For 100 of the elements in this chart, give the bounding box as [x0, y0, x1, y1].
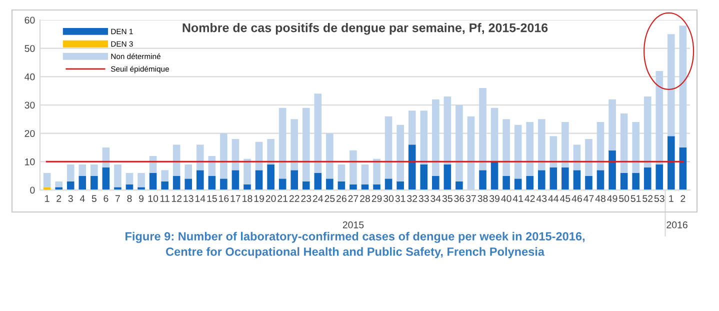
bar [550, 136, 558, 168]
x-tick-label: 22 [289, 195, 300, 202]
y-tick-label: 10 [25, 158, 35, 166]
bar [514, 124, 522, 179]
bar [78, 176, 86, 190]
bar [43, 173, 51, 188]
x-tick-label: 34 [430, 195, 441, 202]
x-tick-label: 26 [336, 195, 346, 202]
x-tick-label: 21 [278, 195, 288, 202]
x-tick-label: 13 [184, 195, 194, 202]
x-tick-label: 10 [148, 195, 158, 202]
x-tick-label: 53 [654, 195, 664, 202]
bar [338, 182, 346, 190]
x-tick-label: 50 [619, 195, 630, 202]
x-tick-label: 19 [254, 195, 264, 202]
bar [220, 178, 228, 190]
bar [396, 182, 404, 190]
bar [290, 170, 298, 190]
bar [255, 170, 263, 190]
x-tick-label: 7 [116, 195, 120, 202]
bar [255, 142, 263, 170]
x-tick-label: 1 [669, 195, 674, 202]
x-tick-label: 49 [607, 195, 618, 202]
x-tick-label: 4 [80, 195, 85, 202]
bar [232, 170, 240, 190]
x-tick-label: 28 [360, 195, 370, 202]
bar [490, 108, 498, 162]
bar [126, 173, 134, 184]
x-tick-label: 38 [478, 195, 488, 202]
bar [538, 170, 546, 190]
bar [620, 114, 628, 173]
bar [479, 170, 486, 190]
bar [161, 170, 168, 182]
x-tick-label: 17 [230, 195, 240, 202]
bar [232, 139, 240, 170]
x-tick-label: 11 [160, 195, 170, 202]
caption: Figure 9: Number of laboratory-confirmed cases of dengue per week in 2015-2016, Centre for Occupational Health and Public Safety, French Polynesia [126, 232, 585, 258]
x-tick-label: 44 [548, 195, 559, 202]
bar [161, 182, 168, 190]
bar [456, 105, 463, 182]
bar [573, 144, 581, 170]
bar [244, 184, 251, 190]
y-tick-label: 20 [24, 130, 35, 137]
bar [208, 176, 216, 190]
bar [526, 176, 534, 190]
x-tick-label: 1 [45, 195, 50, 202]
bar [479, 88, 486, 170]
bar [396, 124, 404, 182]
bar [302, 108, 310, 182]
bar [432, 176, 440, 190]
bar [573, 170, 581, 190]
text: 2016 [666, 221, 688, 228]
x-tick-label: 20 [266, 195, 276, 202]
x-tick-label: 9 [139, 195, 144, 202]
bar [314, 94, 322, 173]
bar [184, 178, 192, 190]
bar [656, 164, 664, 190]
bar [278, 108, 286, 179]
bar [172, 176, 180, 190]
x-tick-label: 31 [395, 195, 406, 202]
x-tick-label: 25 [324, 195, 335, 202]
bar [668, 34, 675, 136]
bar [467, 116, 475, 190]
x-tick-label: 40 [501, 195, 512, 202]
bar [608, 150, 616, 190]
bar [326, 133, 334, 179]
bar [502, 176, 510, 190]
x-tick-label: 52 [642, 195, 653, 202]
bar [420, 164, 428, 190]
y-tick-label: 60 [24, 16, 35, 24]
bar [196, 170, 204, 190]
bar [644, 167, 652, 190]
bar [585, 176, 592, 190]
x-tick-label: 6 [104, 195, 108, 202]
bar [596, 170, 604, 190]
bar [620, 173, 628, 190]
text: 2015 [342, 221, 364, 228]
bar [502, 119, 510, 176]
x-tick-label: 36 [454, 195, 464, 202]
x-tick-label: 32 [407, 195, 418, 202]
bar [267, 139, 274, 164]
chart-title: Nombre de cas positifs de dengue par semaine, Pf, 2015-2016 [182, 23, 548, 35]
bar [326, 178, 334, 190]
bar [78, 164, 86, 176]
bar [562, 122, 569, 168]
x-tick-label: 43 [536, 195, 547, 202]
bar [679, 148, 687, 190]
bar [550, 167, 558, 190]
x-tick-label: 18 [242, 195, 252, 202]
x-tick-label: 15 [207, 195, 217, 202]
x-tick-label: 27 [348, 195, 358, 202]
bar [420, 110, 428, 164]
bar [632, 122, 640, 173]
bar [444, 96, 452, 164]
bar [514, 178, 522, 190]
bar [373, 158, 380, 184]
x-tick-label: 23 [301, 195, 312, 202]
x-tick-label: 2 [56, 195, 62, 202]
x-tick-label: 2 [680, 195, 686, 202]
bar [149, 173, 157, 190]
